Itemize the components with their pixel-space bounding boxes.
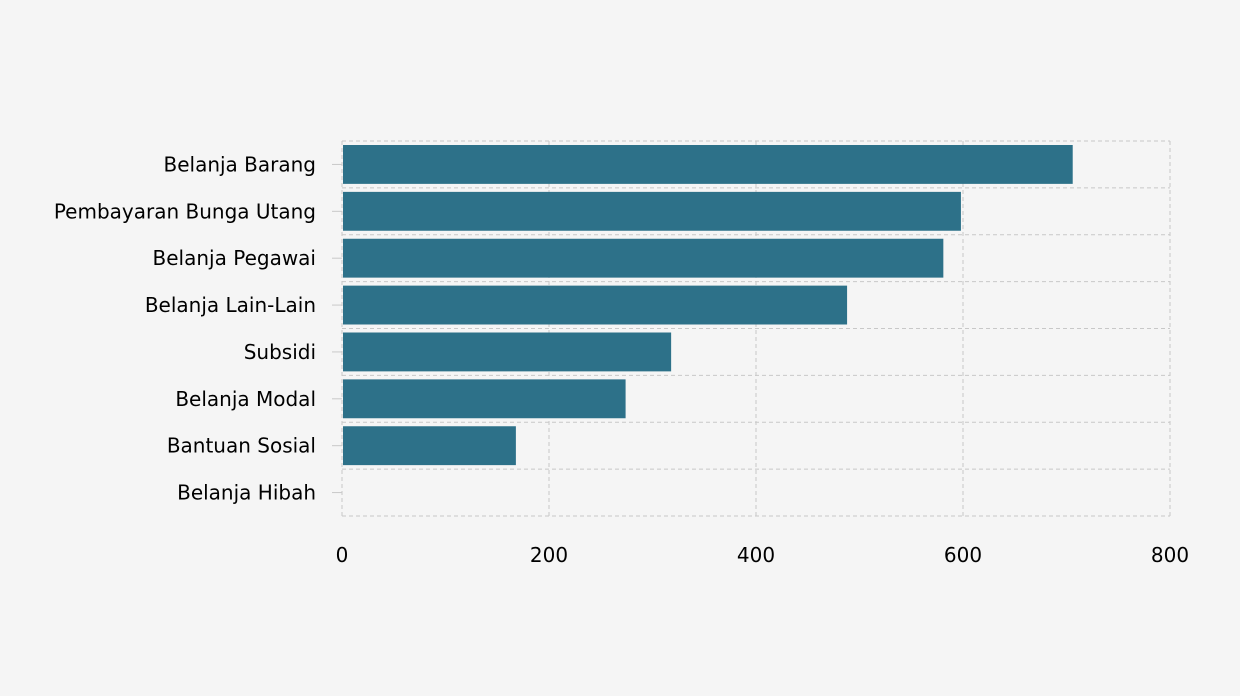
bar	[343, 426, 516, 466]
bar	[343, 191, 961, 231]
y-tick-label: Belanja Modal	[175, 387, 316, 411]
bar	[343, 238, 944, 278]
x-tick-label: 600	[944, 543, 982, 567]
bar	[343, 285, 848, 325]
y-tick-label: Belanja Pegawai	[153, 246, 316, 270]
bars	[343, 145, 1073, 466]
y-tick-label: Subsidi	[244, 340, 316, 364]
x-tick-label: 0	[336, 543, 349, 567]
y-tick-label: Belanja Barang	[163, 152, 316, 176]
x-tick-label: 800	[1151, 543, 1189, 567]
y-tick-label: Bantuan Sosial	[167, 434, 316, 458]
bar	[343, 379, 626, 419]
y-axis-labels: Belanja Barang Pembayaran Bunga Utang Bela…	[54, 152, 342, 505]
y-tick-label: Pembayaran Bunga Utang	[54, 199, 316, 223]
x-tick-label: 200	[530, 543, 568, 567]
y-tick-label: Belanja Hibah	[177, 481, 316, 505]
x-tick-label: 400	[737, 543, 775, 567]
x-axis-labels: 0 200 400 600 800	[336, 543, 1189, 567]
bar	[343, 332, 672, 372]
y-tick-label: Belanja Lain-Lain	[145, 293, 316, 317]
bar	[343, 145, 1073, 184]
grid	[341, 140, 1171, 517]
